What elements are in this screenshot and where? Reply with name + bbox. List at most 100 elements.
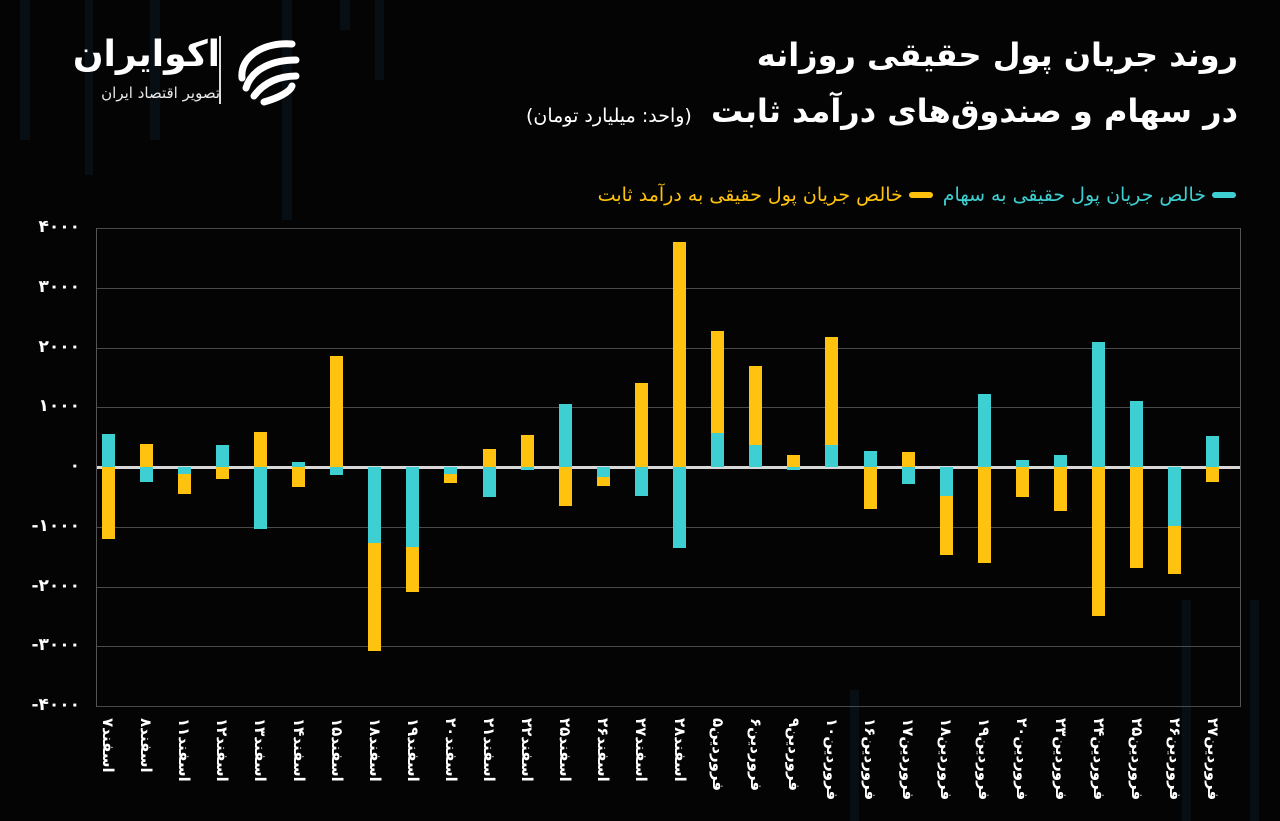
x-tick-text: اسفند۱۹: [403, 718, 422, 782]
bar-fixed-income: [1168, 526, 1182, 574]
zero-line: [97, 466, 1240, 469]
y-tick-label: ۴۰۰۰: [38, 217, 80, 237]
background-stripe: [85, 0, 93, 175]
x-tick-label: فروردین۱۹: [972, 718, 996, 814]
x-tick-text: فروردین۱۷: [899, 718, 918, 801]
x-tick-label: اسفند۷: [96, 718, 120, 814]
y-tick-label: -۲۰۰۰: [31, 575, 80, 596]
bar-fixed-income: [1130, 467, 1144, 568]
bar-stocks: [1015, 460, 1029, 467]
bar-stocks: [634, 467, 648, 496]
legend-label-stocks: خالص جریان پول حقیقی به سهام: [942, 184, 1206, 206]
background-stripe: [150, 0, 160, 140]
bar-fixed-income: [101, 467, 115, 539]
bar-fixed-income: [977, 467, 991, 563]
bar-fixed-income: [711, 331, 725, 433]
x-tick-text: اسفند۷: [99, 718, 117, 773]
bar-fixed-income: [1206, 467, 1220, 482]
bar-stocks: [1206, 435, 1220, 467]
bar-stocks: [673, 467, 686, 549]
x-tick-text: اسفند۸: [137, 718, 156, 773]
chart-title-line1: روند جریان پول حقیقی روزانه: [756, 36, 1238, 74]
bar-stocks: [177, 467, 191, 475]
gridline: [97, 646, 1240, 648]
bar-stocks: [520, 467, 534, 470]
right-border-line: [1240, 228, 1241, 707]
x-tick-text: اسفند۱۲: [213, 718, 232, 782]
bar-stocks: [596, 467, 610, 478]
logo-divider: [219, 36, 221, 104]
background-stripe: [375, 0, 384, 80]
x-tick-text: فروردین۱۶: [861, 718, 879, 801]
x-tick-label: فروردین۲۰: [1010, 718, 1034, 814]
x-tick-text: فروردین۲۷: [1203, 718, 1222, 801]
bar-stocks: [330, 467, 344, 475]
x-tick-text: فروردین۱۸: [937, 718, 956, 801]
x-tick-text: اسفند۲۱: [480, 718, 498, 782]
x-tick-label: فروردین۱۶: [858, 718, 882, 814]
gridline: [97, 407, 1240, 409]
bar-fixed-income: [444, 473, 458, 483]
bar-fixed-income: [825, 337, 839, 445]
background-stripe: [1182, 600, 1191, 821]
bar-fixed-income: [139, 444, 153, 467]
x-tick-text: فروردین۱۰: [822, 718, 841, 801]
x-tick-text: فروردین۱۹: [975, 718, 994, 801]
background-stripe: [282, 0, 292, 220]
x-tick-label: اسفند۸: [134, 718, 158, 814]
x-tick-text: اسفند۲۰: [441, 718, 460, 782]
gridline: [97, 228, 1240, 229]
chart-legend: خالص جریان پول حقیقی به سهام خالص جریان …: [598, 184, 1236, 206]
x-tick-label: اسفند۲۲: [515, 718, 539, 814]
y-axis-line: [96, 228, 97, 707]
x-tick-text: فروردین۲۳: [1051, 718, 1070, 801]
x-tick-text: فروردین۲۰: [1013, 718, 1032, 801]
brand-name: اکوایران: [72, 34, 220, 75]
bar-fixed-income: [215, 467, 229, 479]
background-stripe: [20, 0, 30, 140]
x-tick-text: اسفند۱۴: [289, 718, 308, 782]
x-tick-text: اسفند۱۳: [251, 718, 270, 782]
bar-fixed-income: [596, 477, 610, 486]
bar-fixed-income: [787, 455, 801, 467]
bar-stocks: [901, 467, 915, 485]
bar-stocks: [292, 461, 305, 467]
bar-fixed-income: [253, 432, 267, 467]
x-tick-text: اسفند۱۸: [365, 718, 384, 782]
bar-fixed-income: [634, 383, 648, 467]
bar-stocks: [558, 404, 572, 467]
gridline: [97, 526, 1240, 528]
legend-swatch-stocks: [1212, 192, 1236, 198]
x-tick-text: اسفند۲۸: [670, 718, 689, 782]
x-tick-text: اسفند۲۵: [556, 718, 575, 782]
x-tick-label: فروردین۶: [744, 718, 768, 814]
bar-stocks: [977, 393, 991, 467]
brand-tagline: تصویر اقتصاد ایران: [101, 84, 220, 102]
x-tick-label: اسفند۱۵: [325, 718, 349, 814]
bar-fixed-income: [292, 467, 305, 487]
gridline: [97, 706, 1240, 707]
unit-label: (واحد: میلیارد تومان): [525, 105, 692, 127]
bar-stocks: [368, 467, 382, 544]
y-tick-label: ۰: [69, 456, 80, 476]
bar-fixed-income: [406, 547, 420, 593]
brand-logo: اکوایران تصویر اقتصاد ایران: [50, 34, 310, 110]
bar-stocks: [482, 467, 496, 497]
x-tick-label: فروردین۲۷: [1201, 718, 1225, 814]
bar-fixed-income: [1054, 467, 1067, 511]
x-tick-label: اسفند۱۴: [287, 718, 311, 814]
bar-stocks: [444, 467, 458, 474]
bar-fixed-income: [939, 496, 953, 556]
x-tick-text: فروردین۲۴: [1089, 718, 1108, 801]
legend-item-fixed-income: خالص جریان پول حقیقی به درآمد ثابت: [598, 184, 933, 206]
x-tick-label: اسفند۲۱: [477, 718, 501, 814]
x-tick-text: فروردین۶: [746, 718, 765, 792]
chart-title-main: در سهام و صندوق‌های درآمد ثابت: [710, 92, 1238, 130]
x-tick-label: فروردین۹: [782, 718, 806, 814]
bar-fixed-income: [330, 356, 344, 467]
gridline: [97, 287, 1240, 289]
bar-fixed-income: [368, 543, 382, 652]
chart-title-line2: در سهام و صندوق‌های درآمد ثابت (واحد: می…: [526, 92, 1238, 130]
bar-fixed-income: [863, 467, 877, 509]
background-stripe: [1250, 600, 1259, 821]
